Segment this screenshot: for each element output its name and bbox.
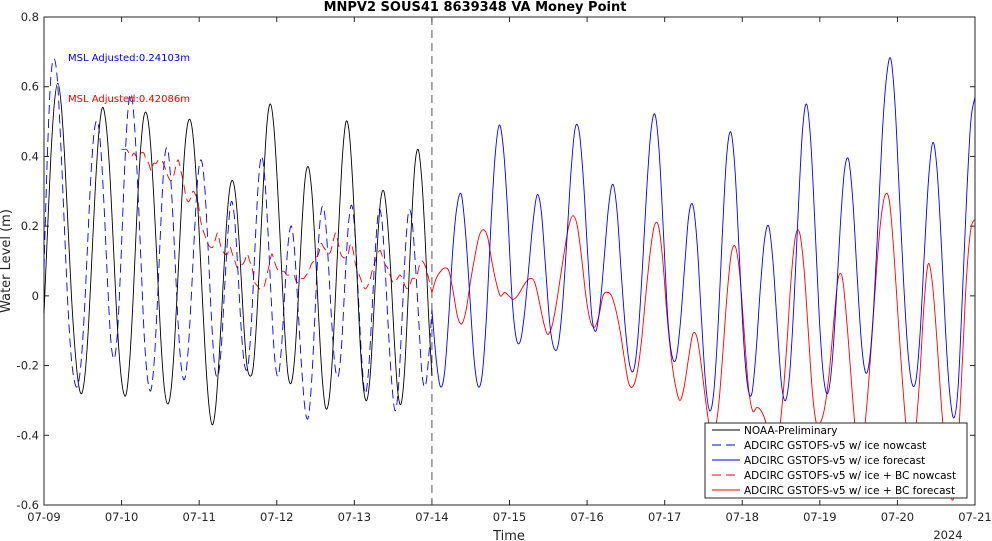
msl-adjusted-annotation-blue: MSL Adjusted:0.24103m <box>68 53 190 64</box>
legend-label: ADCIRC GSTOFS-v5 w/ ice forecast <box>744 455 925 467</box>
y-tick-label: -0.6 <box>17 498 39 512</box>
y-tick-label: 0 <box>32 289 39 303</box>
y-tick-label: 0.6 <box>21 80 39 94</box>
x-tick-label: 07-14 <box>415 510 448 524</box>
y-tick-label: 0.8 <box>21 10 39 24</box>
x-tick-label: 07-16 <box>570 510 603 524</box>
legend: NOAA-Preliminary ADCIRC GSTOFS-v5 w/ ice … <box>704 422 968 499</box>
chart-title: MNPV2 SOUS41 8639348 VA Money Point <box>324 0 627 15</box>
x-tick-label: 07-11 <box>182 510 215 524</box>
series-line-0 <box>43 82 433 426</box>
x-tick-label: 07-19 <box>803 510 836 524</box>
legend-label: ADCIRC GSTOFS-v5 w/ ice + BC forecast <box>744 485 955 497</box>
legend-label: ADCIRC GSTOFS-v5 w/ ice nowcast <box>744 440 926 452</box>
series-line-2 <box>431 57 976 419</box>
y-tick-label: -0.2 <box>17 359 39 373</box>
x-tick-label: 07-18 <box>726 510 759 524</box>
legend-label: ADCIRC GSTOFS-v5 w/ ice + BC nowcast <box>744 470 956 482</box>
y-axis-label: Water Level (m) <box>0 209 14 313</box>
series-layer <box>43 57 976 501</box>
x-tick-label: 07-10 <box>105 510 138 524</box>
x-tick-label: 07-15 <box>493 510 526 524</box>
y-axis: -0.6 -0.4 -0.2 0 0.2 0.4 0.6 0.8 <box>17 10 975 512</box>
x-tick-label: 07-13 <box>338 510 371 524</box>
legend-box <box>704 422 968 499</box>
y-tick-label: 0.2 <box>21 219 39 233</box>
series-line-4 <box>431 192 976 501</box>
x-tick-label: 07-12 <box>260 510 293 524</box>
y-tick-label: -0.4 <box>17 428 39 442</box>
series-line-3 <box>121 148 433 293</box>
x-tick-label: 07-21 <box>958 510 991 524</box>
x-axis-label: Time <box>492 529 525 541</box>
legend-label: NOAA-Preliminary <box>744 425 837 437</box>
x-tick-label: 07-20 <box>881 510 914 524</box>
year-label: 2024 <box>933 528 962 541</box>
msl-adjusted-annotation-red: MSL Adjusted:0.42086m <box>68 94 190 105</box>
x-tick-label: 07-17 <box>648 510 681 524</box>
y-tick-label: 0.4 <box>21 149 39 163</box>
x-tick-label: 07-09 <box>27 510 60 524</box>
x-axis: 07-09 07-10 07-11 07-12 07-13 07-14 07-15 07-16… <box>27 17 992 524</box>
